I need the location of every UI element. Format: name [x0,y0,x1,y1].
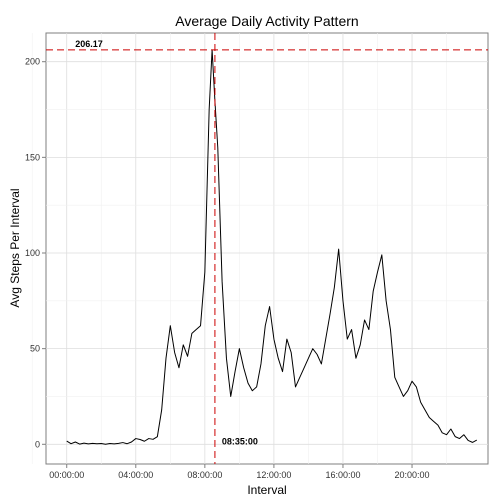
series-line [66,49,478,445]
x-tick-label: 04:00:00 [118,470,153,480]
annotations: 206.17 08:35:00 [75,39,258,446]
x-tick-label: 20:00:00 [395,470,430,480]
x-tick-label: 12:00:00 [256,470,291,480]
plot-panel [45,32,489,465]
grid [31,33,488,464]
y-tick-label: 200 [25,57,40,67]
y-axis-label: Avg Steps Per Interval [8,188,22,307]
y-tick-label: 100 [25,248,40,258]
max-interval-annotation: 08:35:00 [222,436,258,446]
y-axis-ticks: 0 50 100 150 200 [25,57,46,449]
y-tick-label: 50 [30,344,40,354]
x-axis-label: Interval [247,483,286,497]
x-tick-label: 00:00:00 [49,470,84,480]
y-tick-label: 0 [35,439,40,449]
max-steps-annotation: 206.17 [75,39,103,49]
chart-title: Average Daily Activity Pattern [175,13,358,29]
series-lines [66,49,478,445]
x-tick-label: 08:00:00 [187,470,222,480]
reference-lines [46,33,488,464]
x-axis-ticks: 00:00:00 04:00:00 08:00:00 12:00:00 16:00:00… [49,464,430,480]
x-tick-label: 16:00:00 [325,470,360,480]
y-tick-label: 150 [25,152,40,162]
